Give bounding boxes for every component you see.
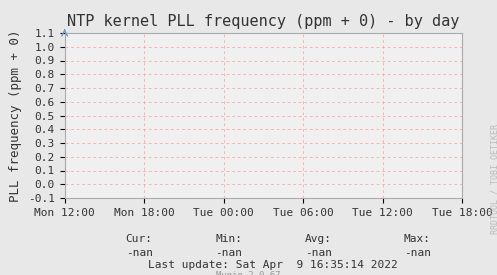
Text: Min:: Min: bbox=[215, 234, 242, 244]
Text: RRDTOOL / TOBI OETIKER: RRDTOOL / TOBI OETIKER bbox=[490, 124, 497, 234]
Text: Max:: Max: bbox=[404, 234, 431, 244]
Text: -nan: -nan bbox=[305, 248, 331, 258]
Text: Avg:: Avg: bbox=[305, 234, 331, 244]
Text: Cur:: Cur: bbox=[126, 234, 153, 244]
Text: Munin 2.0.67: Munin 2.0.67 bbox=[216, 271, 281, 275]
Text: -nan: -nan bbox=[215, 248, 242, 258]
Text: -nan: -nan bbox=[126, 248, 153, 258]
Text: Last update: Sat Apr  9 16:35:14 2022: Last update: Sat Apr 9 16:35:14 2022 bbox=[149, 260, 398, 270]
Y-axis label: PLL frequency (ppm + 0): PLL frequency (ppm + 0) bbox=[9, 29, 22, 202]
Title: NTP kernel PLL frequency (ppm + 0) - by day: NTP kernel PLL frequency (ppm + 0) - by … bbox=[67, 14, 460, 29]
Text: -nan: -nan bbox=[404, 248, 431, 258]
